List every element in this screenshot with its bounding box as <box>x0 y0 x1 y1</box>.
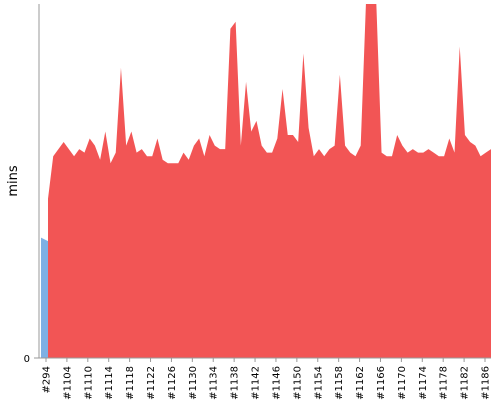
x-tick-label: #1178 <box>439 366 450 400</box>
y-axis-ticks: 0 <box>24 354 39 365</box>
x-tick-label: #1118 <box>125 366 136 400</box>
x-tick-label: #1114 <box>104 366 115 400</box>
plot-area <box>41 4 491 358</box>
x-tick-label: #1138 <box>230 366 241 400</box>
series-area-early <box>41 237 48 358</box>
x-tick-label: #1166 <box>376 366 387 400</box>
x-tick-label: #1126 <box>167 366 178 400</box>
x-tick-label: #294 <box>42 366 53 393</box>
x-tick-label: #1182 <box>460 366 471 400</box>
y-axis-label: mins <box>6 165 21 197</box>
x-tick-label: #1146 <box>271 366 282 400</box>
x-tick-label: #1150 <box>292 366 303 400</box>
x-tick-label: #1170 <box>397 366 408 400</box>
x-tick-label: #1162 <box>355 366 366 400</box>
x-tick-label: #1130 <box>188 366 199 400</box>
x-tick-label: #1174 <box>418 366 429 400</box>
x-tick-label: #1158 <box>334 366 345 400</box>
x-tick-label: #1142 <box>251 366 262 400</box>
x-tick-label: #1134 <box>209 366 220 400</box>
x-tick-label: #1186 <box>481 366 492 400</box>
series-area-main <box>48 4 491 358</box>
x-tick-label: #1154 <box>313 366 324 400</box>
x-tick-label: #1110 <box>83 366 94 400</box>
x-tick-label: #1104 <box>62 366 73 400</box>
x-tick-label: #1122 <box>146 366 157 400</box>
x-axis-ticks: #294 #1104 #1110 #1114 #1118 #1122 #1126 #1130 #… <box>42 358 492 400</box>
y-tick-label: 0 <box>24 354 30 365</box>
